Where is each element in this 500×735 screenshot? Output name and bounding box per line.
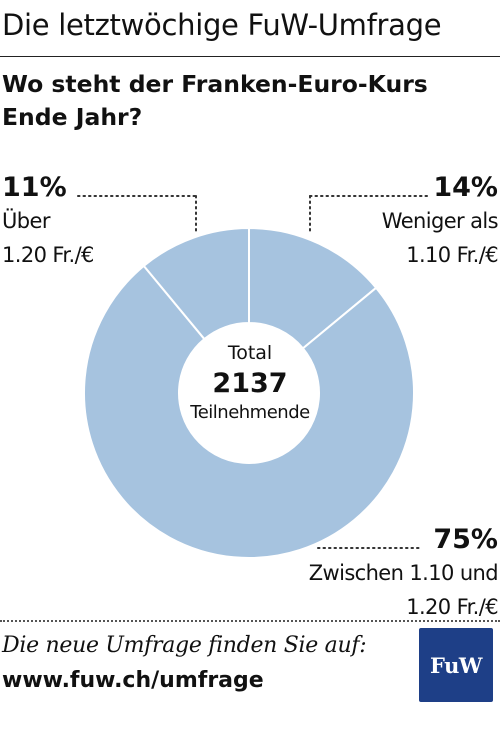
center-total-sublabel: Teilnehmende (190, 402, 310, 423)
slice-label-right-line2: 1.10 Fr./€ (406, 243, 498, 267)
slice-label-bottom-pct: 75% (433, 524, 498, 555)
center-total-label: Total (227, 342, 273, 364)
fuw-logo-text: FuW (430, 652, 482, 678)
slice-label-left-line1: Über (2, 209, 50, 233)
slice-label-left-line2: 1.20 Fr./€ (2, 243, 94, 267)
slice-label-bottom-line1: Zwischen 1.10 und (308, 561, 499, 585)
slice-label-bottom-line2: 1.20 Fr./€ (406, 595, 498, 619)
slice-weniger-als-1-10 (248, 226, 378, 350)
slice-ueber-1-20 (142, 226, 250, 341)
chart-title: Wo steht der Franken-Euro-Kurs Ende Jahr… (2, 70, 428, 131)
header: Die letztwöchige FuW-Umfrage (0, 0, 500, 57)
slice-label-right-line1: Weniger als (381, 209, 499, 233)
footer-url-link[interactable]: www.fuw.ch/umfrage (2, 668, 264, 693)
page-title: Die letztwöchige FuW-Umfrage (2, 8, 442, 42)
footer-note: Die neue Umfrage finden Sie auf: (2, 633, 367, 658)
slice-zwischen-1-10-und-1-20 (83, 264, 415, 559)
footer-divider (0, 620, 500, 622)
slice-label-left-pct: 11% (2, 172, 67, 203)
slice-label-right-pct: 14% (433, 172, 498, 203)
center-total-value: 2137 (212, 368, 288, 399)
fuw-logo: FuW (419, 628, 493, 702)
